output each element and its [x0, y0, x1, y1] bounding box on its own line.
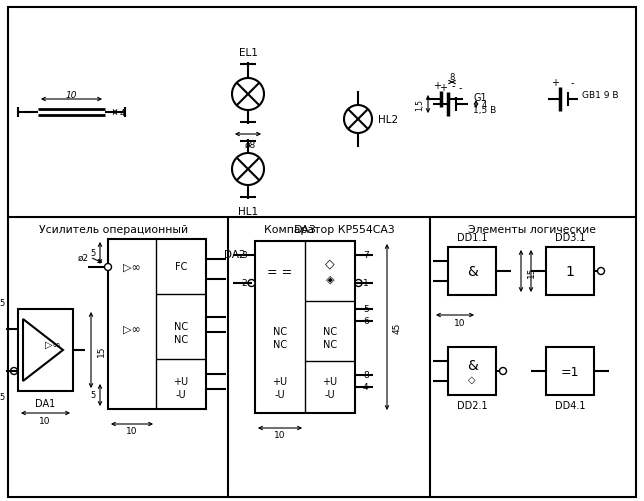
Text: DD1.1: DD1.1 — [457, 232, 488, 242]
Text: 7: 7 — [363, 251, 369, 260]
Text: ø8: ø8 — [244, 140, 256, 149]
Text: -: - — [459, 83, 462, 93]
Text: 6: 6 — [363, 317, 369, 326]
Text: NC: NC — [323, 339, 337, 349]
Text: FC: FC — [175, 262, 187, 272]
Text: GB1 9 В: GB1 9 В — [582, 90, 618, 99]
Text: NC: NC — [174, 334, 188, 344]
Text: +U: +U — [323, 376, 337, 386]
Text: ◇: ◇ — [325, 257, 335, 270]
Text: HL2: HL2 — [378, 115, 398, 125]
Text: 45: 45 — [392, 322, 401, 333]
Text: -: - — [451, 81, 455, 91]
Text: Усилитель операционный: Усилитель операционный — [39, 224, 189, 234]
Circle shape — [104, 264, 111, 271]
Text: 10: 10 — [274, 431, 286, 439]
Text: +: + — [551, 78, 559, 88]
Text: = =: = = — [267, 265, 292, 278]
Text: -U: -U — [325, 389, 336, 399]
Text: ø2: ø2 — [78, 253, 89, 262]
Text: ▷∞: ▷∞ — [123, 263, 141, 273]
Circle shape — [598, 268, 605, 275]
Text: +: + — [439, 83, 447, 93]
Text: ◈: ◈ — [326, 275, 334, 285]
Text: 5: 5 — [90, 249, 95, 258]
Text: 2: 2 — [242, 279, 247, 288]
Text: DA3: DA3 — [294, 224, 316, 234]
Text: 10: 10 — [39, 417, 51, 426]
Circle shape — [500, 368, 506, 375]
Text: 4: 4 — [363, 383, 368, 392]
Bar — [546, 347, 594, 395]
Text: 10: 10 — [65, 91, 77, 100]
Text: DA2: DA2 — [224, 249, 245, 260]
Text: DA1: DA1 — [35, 398, 55, 408]
Circle shape — [10, 368, 17, 375]
Text: 5: 5 — [90, 391, 95, 400]
Text: 4: 4 — [119, 108, 125, 117]
Text: 10: 10 — [126, 427, 138, 436]
Text: DD3.1: DD3.1 — [554, 232, 585, 242]
Text: +U: +U — [173, 376, 189, 386]
Text: 5: 5 — [0, 299, 5, 308]
Text: 8: 8 — [450, 72, 455, 81]
Text: 15: 15 — [97, 345, 106, 356]
Bar — [448, 247, 496, 296]
Text: -U: -U — [275, 389, 285, 399]
Text: Элементы логические: Элементы логические — [468, 224, 596, 234]
Text: 10: 10 — [454, 319, 466, 328]
Text: 4: 4 — [481, 100, 487, 109]
Bar — [546, 247, 594, 296]
Text: G1: G1 — [473, 93, 487, 103]
Text: NC: NC — [323, 326, 337, 336]
Bar — [108, 239, 206, 409]
Text: 1,5: 1,5 — [415, 99, 424, 111]
Text: 15: 15 — [527, 266, 536, 277]
Text: +: + — [433, 81, 441, 91]
Text: EL1: EL1 — [238, 48, 258, 58]
Text: +U: +U — [272, 376, 288, 386]
Bar — [18, 310, 73, 391]
Text: ◇: ◇ — [468, 374, 476, 384]
Text: &: & — [467, 265, 477, 279]
Text: DD2.1: DD2.1 — [457, 400, 488, 410]
Circle shape — [355, 280, 362, 287]
Text: &: & — [467, 358, 477, 372]
Text: 5: 5 — [363, 305, 369, 314]
Circle shape — [344, 106, 372, 134]
Text: 3: 3 — [242, 251, 247, 260]
Text: ▷∞: ▷∞ — [123, 324, 141, 334]
Text: 1: 1 — [363, 279, 369, 288]
Text: 1: 1 — [565, 265, 574, 279]
Text: 5: 5 — [0, 393, 5, 402]
Text: DD4.1: DD4.1 — [554, 400, 585, 410]
Text: =1: =1 — [561, 365, 579, 378]
Circle shape — [232, 79, 264, 111]
Bar — [448, 347, 496, 395]
Text: 8: 8 — [363, 371, 369, 380]
Text: NC: NC — [273, 326, 287, 336]
Text: HL1: HL1 — [238, 206, 258, 216]
Circle shape — [232, 154, 264, 186]
Text: -U: -U — [176, 389, 186, 399]
Text: Компаратор КР554СА3: Компаратор КР554СА3 — [263, 224, 394, 234]
Text: ▷∞: ▷∞ — [45, 339, 61, 349]
Text: -: - — [570, 78, 574, 88]
Circle shape — [248, 280, 255, 287]
Text: 1,5 В: 1,5 В — [473, 105, 497, 114]
Text: NC: NC — [174, 321, 188, 331]
Bar — [255, 241, 355, 413]
Text: NC: NC — [273, 339, 287, 349]
